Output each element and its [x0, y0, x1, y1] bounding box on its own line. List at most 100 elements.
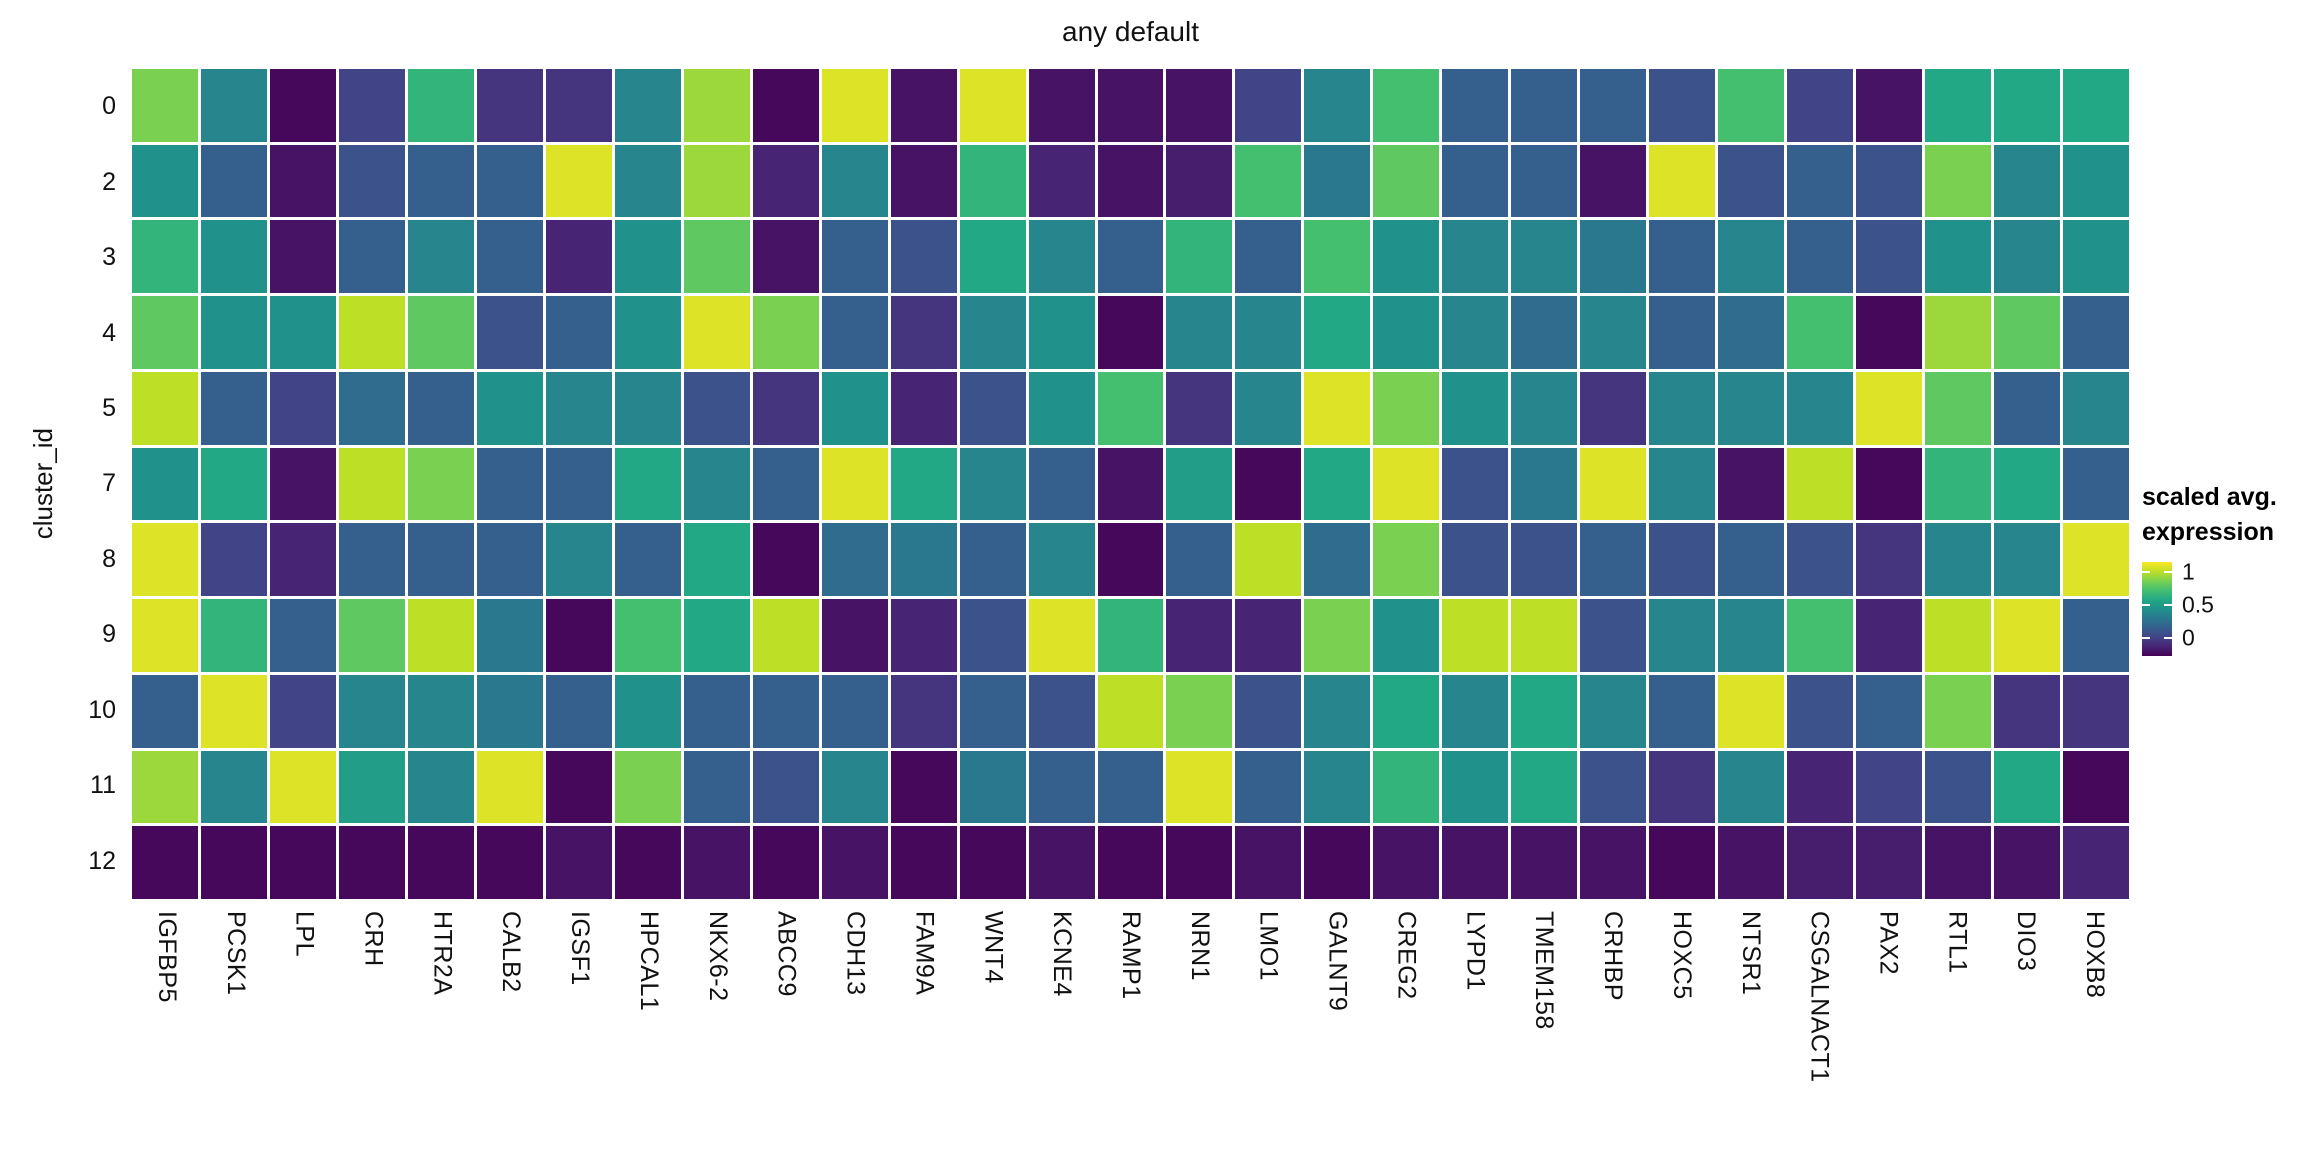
- heatmap-cell: [269, 599, 336, 672]
- heatmap-cell: [821, 447, 888, 521]
- x-tick-label: FAM9A: [889, 911, 958, 1141]
- heatmap-cell: [1856, 220, 1923, 294]
- heatmap-cell: [1235, 220, 1302, 294]
- heatmap-cell: [1097, 144, 1164, 218]
- heatmap-cell: [1511, 447, 1578, 521]
- heatmap-cell: [269, 144, 336, 218]
- heatmap-cell: [1235, 69, 1302, 142]
- x-tick-label: LMO1: [1234, 911, 1303, 1141]
- heatmap-cell: [1097, 371, 1164, 445]
- heatmap-cell: [1442, 220, 1509, 294]
- heatmap-cell: [2063, 371, 2129, 445]
- heatmap-cell: [476, 144, 543, 218]
- heatmap-cell: [407, 220, 474, 294]
- y-tick-label: 8: [102, 544, 116, 573]
- legend-colorbar: [2142, 562, 2172, 656]
- heatmap-cell: [1718, 220, 1785, 294]
- heatmap-cell: [821, 144, 888, 218]
- heatmap-cell: [821, 674, 888, 748]
- y-tick-label: 11: [90, 771, 116, 800]
- heatmap-cell: [1097, 674, 1164, 748]
- heatmap-cell: [1442, 371, 1509, 445]
- x-tick-label: NTSR1: [1716, 911, 1785, 1141]
- x-tick-label-text: HOXC5: [1667, 911, 1696, 1000]
- heatmap-cell: [1994, 371, 2061, 445]
- heatmap-cell: [545, 750, 612, 824]
- x-tick-label-text: ABCC9: [772, 911, 801, 997]
- heatmap-cell: [2063, 599, 2129, 672]
- heatmap-cell: [959, 826, 1026, 899]
- heatmap-cell: [1511, 296, 1578, 369]
- heatmap-cell: [132, 750, 198, 824]
- heatmap-cell: [1649, 523, 1716, 597]
- heatmap-cell: [1304, 144, 1371, 218]
- x-tick-label-text: CDH13: [841, 911, 870, 996]
- legend-body: 1 0.5 0: [2142, 560, 2302, 662]
- heatmap-cell: [1787, 69, 1854, 142]
- heatmap-cell: [1511, 220, 1578, 294]
- heatmap-cell: [269, 447, 336, 521]
- x-tick-label-text: LYPD1: [1461, 911, 1490, 991]
- heatmap-cell: [683, 220, 750, 294]
- heatmap-cell: [1097, 447, 1164, 521]
- heatmap-cell: [821, 523, 888, 597]
- heatmap-cell: [752, 599, 819, 672]
- heatmap-cell: [683, 826, 750, 899]
- legend-tickmark: [2142, 604, 2150, 606]
- heatmap-cell: [1097, 296, 1164, 369]
- heatmap-cell: [1649, 296, 1716, 369]
- heatmap-cell: [2063, 220, 2129, 294]
- x-tick-label: HOXB8: [2060, 911, 2129, 1141]
- heatmap-cell: [476, 674, 543, 748]
- heatmap-cell: [1166, 523, 1233, 597]
- heatmap-cell: [1166, 750, 1233, 824]
- heatmap-cell: [1235, 371, 1302, 445]
- heatmap-cell: [200, 826, 267, 899]
- heatmap-cell: [200, 144, 267, 218]
- heatmap-cell: [614, 144, 681, 218]
- x-tick-label: KCNE4: [1027, 911, 1096, 1141]
- x-tick-label-text: CRHBP: [1599, 911, 1628, 1002]
- heatmap-cell: [200, 674, 267, 748]
- heatmap-cell: [1718, 371, 1785, 445]
- y-tick-label: 0: [102, 92, 116, 121]
- heatmap-cell: [1097, 599, 1164, 672]
- heatmap-cell: [338, 144, 405, 218]
- y-tick-label: 12: [88, 846, 116, 875]
- x-tick-label: CDH13: [821, 911, 890, 1141]
- heatmap-cell: [1166, 69, 1233, 142]
- heatmap-cell: [614, 371, 681, 445]
- heatmap-cell: [2063, 674, 2129, 748]
- heatmap-cell: [1580, 220, 1647, 294]
- heatmap-cell: [1373, 69, 1440, 142]
- heatmap-cell: [476, 826, 543, 899]
- heatmap-cell: [1925, 220, 1992, 294]
- heatmap-cell: [1649, 750, 1716, 824]
- x-tick-label: NRN1: [1165, 911, 1234, 1141]
- heatmap-cell: [959, 296, 1026, 369]
- heatmap-cell: [269, 523, 336, 597]
- x-tick-label: GALNT9: [1303, 911, 1372, 1141]
- x-tick-label: TMEM158: [1509, 911, 1578, 1141]
- heatmap-cell: [269, 826, 336, 899]
- heatmap-cell: [132, 296, 198, 369]
- heatmap-cell: [200, 523, 267, 597]
- x-tick-label: PAX2: [1854, 911, 1923, 1141]
- heatmap-cell: [752, 674, 819, 748]
- heatmap-cell: [1925, 447, 1992, 521]
- heatmap-cell: [1994, 69, 2061, 142]
- heatmap-cell: [1580, 144, 1647, 218]
- heatmap-cell: [1235, 674, 1302, 748]
- heatmap-cell: [407, 296, 474, 369]
- heatmap-cell: [1511, 674, 1578, 748]
- heatmap-cell: [407, 523, 474, 597]
- heatmap-cell: [1580, 750, 1647, 824]
- x-tick-label-text: IGSF1: [566, 911, 595, 986]
- heatmap-cell: [1097, 220, 1164, 294]
- heatmap-cell: [476, 523, 543, 597]
- heatmap-cell: [1994, 599, 2061, 672]
- heatmap-cell: [752, 144, 819, 218]
- legend: scaled avg. expression 1 0.5 0: [2142, 480, 2302, 662]
- heatmap-cell: [476, 599, 543, 672]
- heatmap-cell: [1925, 371, 1992, 445]
